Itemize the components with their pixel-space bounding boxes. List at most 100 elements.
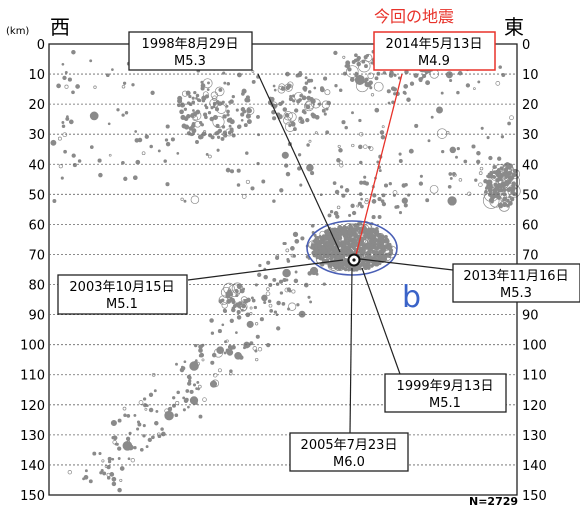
- hypocenter-point: [373, 81, 384, 92]
- svg-text:2005年7月23日: 2005年7月23日: [301, 438, 398, 453]
- hypocenter-point: [226, 109, 230, 114]
- annotation-1999: 1999年9月13日 M5.1: [384, 373, 507, 413]
- depth-unit-label: (km): [6, 26, 29, 37]
- hypocenter-point: [181, 123, 187, 129]
- hypocenter-point: [300, 236, 305, 241]
- hypocenter-point: [478, 171, 483, 175]
- hypocenter-point: [299, 94, 303, 98]
- y-tick-label-left: 40: [28, 158, 45, 173]
- hypocenter-point: [236, 124, 242, 129]
- hypocenter-point: [449, 176, 453, 180]
- hypocenter-point: [130, 458, 135, 463]
- hypocenter-point: [263, 274, 268, 280]
- hypocenter-point: [373, 246, 378, 251]
- hypocenter-point: [275, 282, 280, 286]
- hypocenter-point: [61, 124, 66, 128]
- hypocenter-point: [133, 446, 137, 450]
- hypocenter-point: [155, 409, 159, 413]
- hypocenter-point: [241, 92, 245, 96]
- hypocenter-point: [497, 156, 502, 161]
- hypocenter-point: [117, 446, 122, 451]
- hypocenter-point: [234, 288, 239, 293]
- hypocenter-point: [284, 163, 289, 168]
- hypocenter-point: [325, 229, 330, 233]
- hypocenter-point: [246, 108, 252, 113]
- hypocenter-point: [398, 211, 403, 215]
- hypocenter-point: [62, 132, 68, 138]
- hypocenter-point: [75, 84, 80, 89]
- hypocenter-point: [353, 243, 357, 247]
- hypocenter-point: [339, 185, 344, 189]
- hypocenter-point: [369, 86, 373, 90]
- hypocenter-point: [133, 413, 137, 417]
- y-tick-label-right: 70: [522, 248, 539, 263]
- hypocenter-point: [107, 456, 112, 461]
- hypocenter-point: [315, 272, 319, 276]
- hypocenter-point: [351, 60, 356, 64]
- hypocenter-point: [351, 143, 355, 148]
- y-tick-label-right: 140: [522, 459, 547, 474]
- hypocenter-point: [368, 146, 374, 151]
- svg-text:2014年5月13日: 2014年5月13日: [386, 37, 483, 52]
- hypocenter-point: [116, 108, 120, 112]
- hypocenter-point: [179, 109, 184, 115]
- hypocenter-point: [63, 149, 67, 154]
- hypocenter-point: [369, 245, 374, 250]
- hypocenter-point: [482, 192, 500, 209]
- hypocenter-point: [121, 113, 125, 117]
- hypocenter-point: [287, 81, 294, 88]
- hypocenter-point: [341, 120, 346, 125]
- hypocenter-point: [497, 202, 503, 208]
- hypocenter-point: [347, 234, 355, 242]
- hypocenter-point: [93, 85, 97, 89]
- hypocenter-point: [471, 144, 476, 149]
- hypocenter-point: [175, 362, 178, 366]
- hypocenter-point: [406, 97, 411, 102]
- hypocenter-point: [380, 240, 385, 245]
- hypocenter-point: [374, 261, 380, 267]
- hypocenter-point: [183, 107, 188, 111]
- hypocenter-point: [294, 270, 298, 274]
- hypocenter-point: [476, 150, 481, 156]
- hypocenter-point: [222, 114, 227, 119]
- hypocenter-point: [205, 105, 209, 110]
- hypocenter-point: [102, 471, 107, 476]
- hypocenter-point: [305, 117, 310, 123]
- hypocenter-point: [447, 184, 452, 189]
- hypocenter-point: [229, 345, 234, 351]
- hypocenter-point: [101, 459, 105, 463]
- hypocenter-point: [327, 260, 339, 271]
- hypocenter-point: [221, 323, 225, 327]
- hypocenter-point: [332, 181, 337, 185]
- hypocenter-point: [207, 111, 212, 115]
- hypocenter-point: [223, 282, 235, 295]
- hypocenter-point: [336, 158, 341, 163]
- hypocenter-point: [249, 306, 253, 310]
- hypocenter-point: [344, 235, 348, 239]
- hypocenter-point: [458, 178, 463, 182]
- hypocenter-point: [473, 87, 476, 90]
- hypocenter-point: [495, 81, 501, 86]
- hypocenter-point: [197, 384, 202, 389]
- hypocenter-point: [223, 309, 228, 313]
- leader-2014: [354, 73, 403, 260]
- hypocenter-point: [323, 76, 328, 81]
- hypocenter-point: [128, 431, 132, 435]
- hypocenter-point: [109, 472, 115, 477]
- hypocenter-point: [190, 195, 200, 205]
- hypocenter-point: [268, 283, 273, 287]
- hypocenter-point: [121, 160, 125, 165]
- hypocenter-point: [374, 107, 380, 113]
- hypocenter-point: [144, 407, 148, 411]
- hypocenter-point: [105, 73, 110, 78]
- y-tick-label-left: 70: [28, 248, 45, 263]
- hypocenter-point: [214, 86, 225, 97]
- hypocenter-point: [506, 198, 510, 203]
- hypocenter-point: [225, 339, 229, 343]
- hypocenter-point: [142, 424, 146, 428]
- hypocenter-point: [401, 197, 408, 204]
- hypocenter-point: [380, 134, 386, 140]
- hypocenter-point: [347, 268, 351, 272]
- hypocenter-point: [215, 123, 220, 128]
- hypocenter-point: [283, 116, 292, 125]
